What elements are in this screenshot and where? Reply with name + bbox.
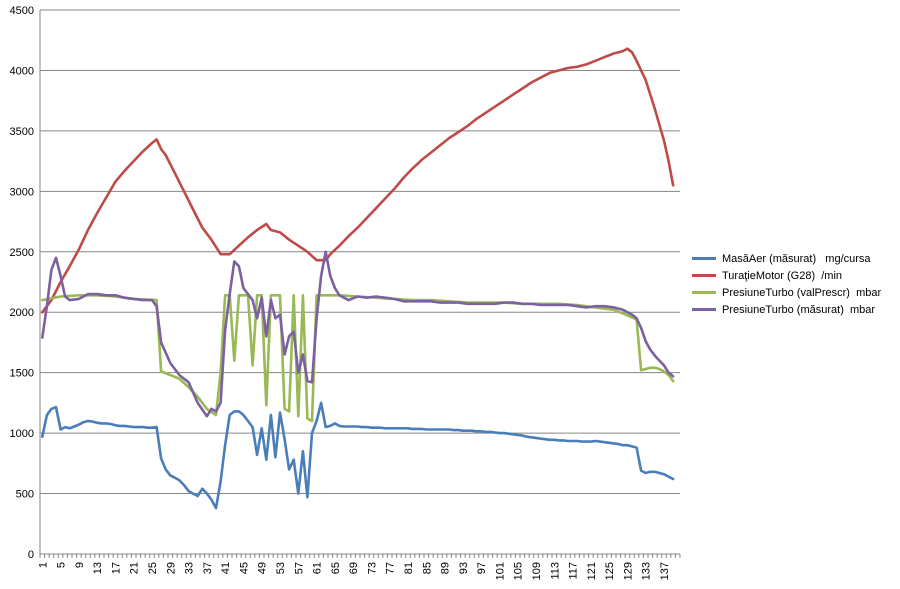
series-line-0: [41, 401, 675, 510]
x-tick-label: 117: [568, 562, 580, 580]
legend-label: PresiuneTurbo (măsurat) mbar: [722, 303, 876, 316]
y-tick-label: 500: [16, 489, 34, 501]
x-tick-label: 89: [440, 562, 452, 574]
x-tick-label: 133: [641, 562, 653, 580]
x-tick-label: 73: [366, 562, 378, 574]
x-tick-label: 97: [476, 562, 488, 574]
x-tick-label: 9: [74, 562, 86, 568]
x-tick-label: 81: [403, 562, 415, 574]
legend-swatch: [692, 274, 716, 277]
x-tick-label: 113: [549, 562, 561, 580]
x-tick-label: 41: [220, 562, 232, 574]
x-tick-label: 37: [202, 562, 214, 574]
series-line-2: [41, 294, 675, 423]
y-tick-label: 1500: [10, 368, 34, 380]
x-tick-label: 33: [184, 562, 196, 574]
legend-swatch: [692, 291, 716, 294]
x-tick-label: 21: [129, 562, 141, 574]
y-tick-label: 2500: [10, 247, 34, 259]
x-tick-label: 17: [110, 562, 122, 574]
axes: [39, 10, 681, 558]
legend-swatch: [692, 308, 716, 311]
x-tick-label: 77: [385, 562, 397, 574]
x-tick-label: 29: [165, 562, 177, 574]
x-tick-label: 65: [330, 562, 342, 574]
legend-label: TuraţieMotor (G28) /min: [722, 269, 843, 282]
x-tick-label: 85: [421, 562, 433, 574]
x-tick-label: 61: [312, 562, 324, 574]
legend-label: MasăAer (măsurat) mg/cursa: [722, 252, 871, 265]
x-tick-label: 53: [275, 562, 287, 574]
x-tick-label: 125: [604, 562, 616, 580]
x-tick-label: 57: [293, 562, 305, 574]
y-axis-tick-labels: 0 500 1000 1500 2000 2500 3000 3500 4000 4500: [10, 5, 34, 561]
x-tick-label: 5: [56, 562, 68, 568]
x-tick-label: 45: [238, 562, 250, 574]
y-tick-label: 1000: [10, 428, 34, 440]
x-tick-label: 93: [458, 562, 470, 574]
x-tick-label: 25: [147, 562, 159, 574]
y-tick-label: 2000: [10, 307, 34, 319]
x-axis-tick-labels: 1 5 9 13 17 21 25 29 33 37 41 45 49 53 57 61 65 69 73 77 81 8…: [37, 562, 671, 580]
series-line-3: [41, 250, 675, 418]
x-tick-label: 49: [257, 562, 269, 574]
x-tick-label: 13: [92, 562, 104, 574]
legend-item: PresiuneTurbo (măsurat) mbar: [692, 301, 881, 318]
chart-legend: MasăAer (măsurat) mg/cursa TuraţieMotor (…: [692, 250, 881, 318]
y-tick-label: 3500: [10, 126, 34, 138]
x-tick-label: 109: [531, 562, 543, 580]
y-tick-label: 4000: [10, 65, 34, 77]
y-tick-label: 3000: [10, 186, 34, 198]
x-tick-label: 129: [622, 562, 634, 580]
legend-label: PresiuneTurbo (valPrescr) mbar: [722, 286, 882, 299]
series-lines: [41, 47, 675, 510]
grid-lines: [40, 9, 680, 495]
x-tick-label: 101: [494, 562, 506, 580]
legend-item: PresiuneTurbo (valPrescr) mbar: [692, 284, 881, 301]
y-tick-label: 4500: [10, 5, 34, 17]
x-tick-label: 69: [348, 562, 360, 574]
x-tick-label: 105: [513, 562, 525, 580]
x-tick-label: 1: [37, 562, 49, 568]
legend-item: MasăAer (măsurat) mg/cursa: [692, 250, 881, 267]
series-line-1: [41, 47, 675, 314]
x-tick-label: 121: [586, 562, 598, 580]
legend-swatch: [692, 257, 716, 260]
x-tick-label: 137: [659, 562, 671, 580]
legend-item: TuraţieMotor (G28) /min: [692, 267, 881, 284]
y-tick-label: 0: [28, 549, 34, 561]
